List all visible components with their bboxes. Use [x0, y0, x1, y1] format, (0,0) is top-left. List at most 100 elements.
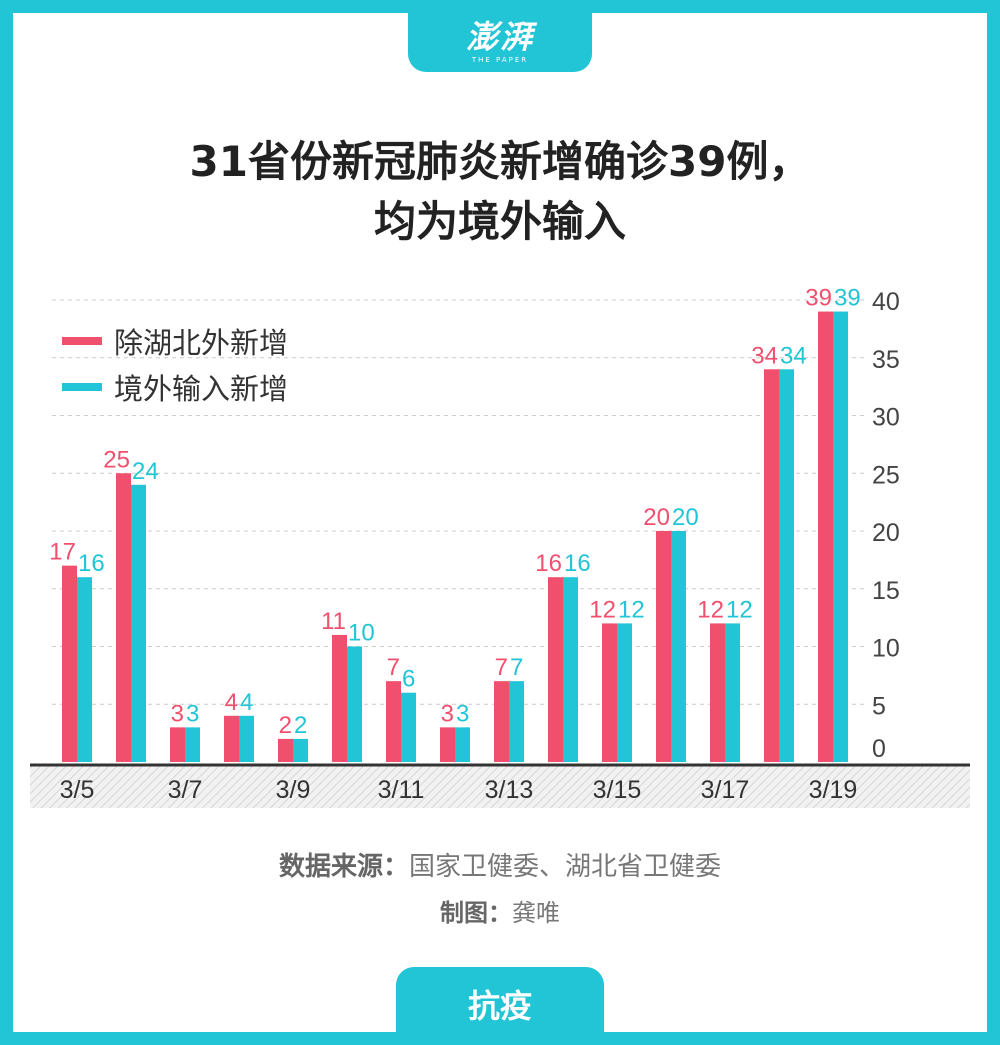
- bar-series1: [710, 623, 725, 762]
- data-label-series1: 34: [751, 342, 778, 369]
- data-label-series2: 20: [672, 504, 699, 531]
- data-label-series1: 7: [387, 654, 400, 681]
- bar-series1: [656, 531, 671, 762]
- bar-series2: [77, 577, 92, 762]
- bar-series2: [725, 623, 740, 762]
- y-tick-label: 40: [872, 288, 900, 316]
- bar-series2: [347, 646, 362, 762]
- legend-label-series2: 境外输入新增: [114, 372, 289, 406]
- data-label-series1: 39: [805, 285, 832, 312]
- data-label-series1: 16: [535, 550, 562, 577]
- data-label-series2: 16: [564, 550, 591, 577]
- source-value: 国家卫健委、湖北省卫健委: [409, 852, 722, 882]
- legend-swatch-series1: [62, 337, 102, 345]
- y-tick-label: 5: [872, 692, 886, 720]
- data-label-series1: 12: [697, 596, 724, 623]
- bar-series1: [278, 738, 293, 762]
- bar-series2: [455, 727, 470, 762]
- x-tick-label: 3/11: [378, 776, 425, 804]
- bar-series1: [62, 565, 77, 762]
- bar-series1: [548, 577, 563, 762]
- data-label-series2: 10: [348, 620, 375, 647]
- data-label-series2: 6: [402, 666, 415, 693]
- logo: 澎湃: [465, 18, 534, 56]
- bar-series1: [116, 473, 131, 762]
- bar-series2: [779, 369, 794, 762]
- data-label-series1: 20: [643, 504, 670, 531]
- bar-series2: [293, 738, 308, 762]
- title-line-1: 31省份新冠肺炎新增确诊39例，: [189, 137, 811, 186]
- y-tick-label: 10: [872, 635, 900, 663]
- logo-subtitle: THE PAPER: [471, 56, 529, 64]
- y-tick-label: 30: [872, 404, 900, 432]
- data-label-series2: 12: [618, 596, 645, 623]
- bar-series1: [764, 369, 779, 762]
- data-label-series2: 7: [510, 654, 523, 681]
- bar-series2: [617, 623, 632, 762]
- bar-series2: [833, 311, 848, 762]
- data-label-series1: 7: [495, 654, 508, 681]
- topic-tab: 抗疫: [396, 967, 604, 1045]
- data-label-series1: 11: [321, 608, 346, 635]
- data-label-series1: 12: [589, 596, 616, 623]
- y-tick-label: 20: [872, 519, 900, 547]
- title-line-2: 均为境外输入: [373, 197, 626, 246]
- bar-series2: [671, 531, 686, 762]
- bar-series2: [401, 692, 416, 762]
- x-tick-label: 3/13: [485, 776, 534, 804]
- legend: 除湖北外新增 境外输入新增: [62, 318, 288, 410]
- x-tick-label: 3/7: [168, 776, 203, 804]
- data-label-series1: 2: [279, 712, 292, 739]
- data-label-series1: 17: [49, 539, 76, 566]
- bar-series1: [440, 727, 455, 762]
- data-label-series1: 4: [225, 689, 238, 716]
- author-value: 龚唯: [512, 899, 560, 927]
- bar-series1: [386, 681, 401, 762]
- data-label-series2: 16: [78, 550, 105, 577]
- author-label: 制图：: [440, 899, 512, 927]
- data-label-series2: 3: [456, 700, 469, 727]
- data-label-series1: 25: [103, 446, 130, 473]
- data-label-series2: 2: [294, 712, 307, 739]
- x-tick-label: 3/15: [593, 776, 642, 804]
- bar-series2: [185, 727, 200, 762]
- source-label: 数据来源：: [278, 852, 409, 882]
- data-label-series2: 3: [186, 700, 199, 727]
- data-label-series2: 39: [834, 285, 861, 312]
- bar-series1: [494, 681, 509, 762]
- data-label-series2: 24: [132, 458, 159, 485]
- x-tick-label: 3/9: [276, 776, 311, 804]
- legend-item-series1: 除湖北外新增: [62, 318, 288, 364]
- legend-label-series1: 除湖北外新增: [114, 326, 289, 360]
- x-axis-band: [30, 766, 970, 808]
- data-label-series1: 3: [171, 700, 184, 727]
- bar-series1: [332, 634, 347, 762]
- x-tick-label: 3/19: [809, 776, 858, 804]
- legend-item-series2: 境外输入新增: [62, 364, 288, 410]
- author: 制图：龚唯: [0, 893, 1000, 928]
- x-tick-label: 3/17: [701, 776, 750, 804]
- y-tick-label: 35: [872, 346, 900, 374]
- bar-series2: [131, 484, 146, 762]
- bar-series2: [509, 681, 524, 762]
- chart-title: 31省份新冠肺炎新增确诊39例， 均为境外输入: [0, 132, 1000, 252]
- y-tick-label: 25: [872, 461, 900, 489]
- data-label-series2: 34: [780, 342, 807, 369]
- bar-series2: [563, 577, 578, 762]
- bar-series1: [170, 727, 185, 762]
- y-tick-label: 0: [872, 735, 886, 763]
- bar-series1: [602, 623, 617, 762]
- data-source: 数据来源：国家卫健委、湖北省卫健委: [0, 846, 1000, 883]
- data-label-series1: 3: [441, 700, 454, 727]
- x-tick-label: 3/5: [60, 776, 95, 804]
- bar-series1: [818, 311, 833, 762]
- legend-swatch-series2: [62, 383, 102, 391]
- y-tick-label: 15: [872, 577, 900, 605]
- data-label-series2: 12: [726, 596, 753, 623]
- data-label-series2: 4: [240, 689, 253, 716]
- logo-tab: 澎湃 THE PAPER: [408, 0, 592, 72]
- bar-series2: [239, 715, 254, 762]
- bar-series1: [224, 715, 239, 762]
